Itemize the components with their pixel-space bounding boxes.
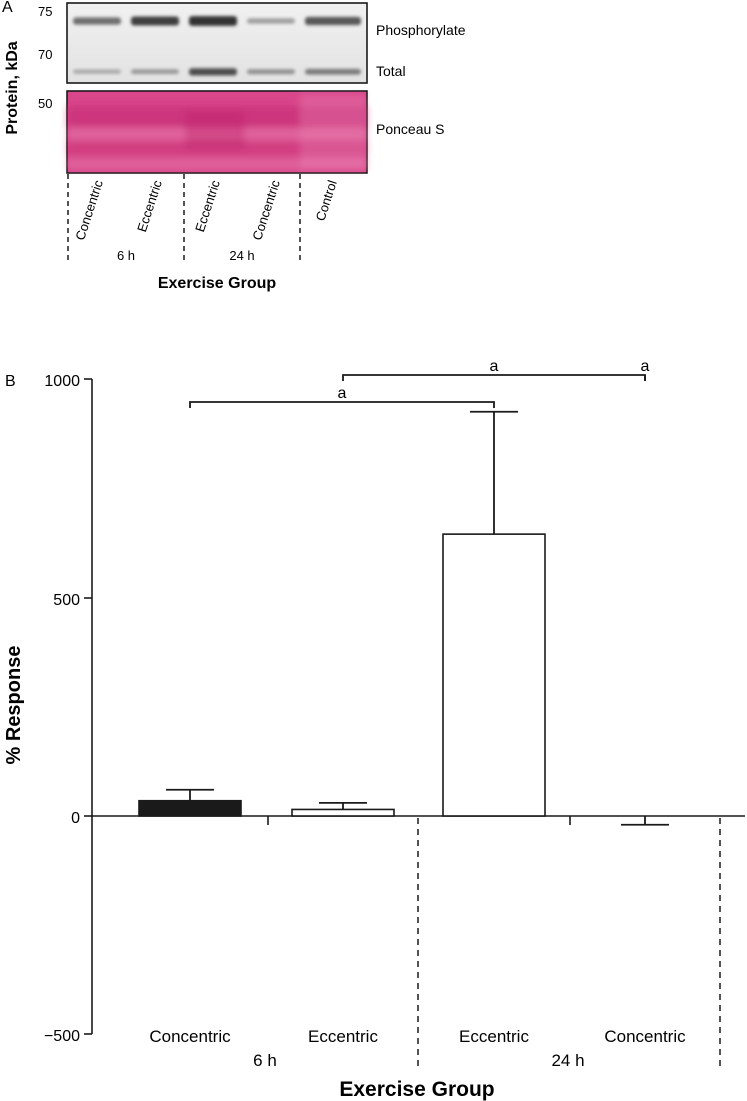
time-group-label-6h: 6 h <box>253 1051 277 1070</box>
lane-label-concentric-6h: Concentric <box>72 178 106 242</box>
x-tick-label-eccentric-24h: Eccentric <box>459 1027 529 1046</box>
panel-a-x-axis-label: Exercise Group <box>158 275 277 292</box>
total-band <box>305 68 361 75</box>
y-axis-label: % Response <box>3 646 25 765</box>
significance-label: a <box>641 358 650 375</box>
bar <box>138 799 242 817</box>
y-tick-label-500: 500 <box>53 592 80 609</box>
x-axis-label: Exercise Group <box>339 1078 494 1101</box>
panel-b: B % Response 1000 500 0 −500 a a a <box>3 358 745 1101</box>
time-group-separators <box>417 818 721 1066</box>
total-band <box>131 69 179 75</box>
band-label-phosphorylate: Phosphorylate <box>376 22 466 38</box>
bar <box>442 533 546 817</box>
significance-label: a <box>490 358 499 375</box>
ponceau-texture <box>67 94 367 170</box>
bar <box>291 808 395 817</box>
panel-b-letter: B <box>5 373 16 390</box>
panel-a-group-separators <box>67 174 301 262</box>
ponceau-stain <box>66 90 368 174</box>
panel-a: A Protein, kDa 75 70 50 Phosphoryl <box>2 0 466 292</box>
y-tick-label-0: 0 <box>71 810 80 827</box>
x-ticks <box>267 816 571 825</box>
mw-marker-50: 50 <box>38 96 52 111</box>
phospho-band <box>131 16 179 26</box>
band-label-ponceau: Ponceau S <box>376 121 445 137</box>
significance-brackets: a a a <box>189 358 650 408</box>
x-tick-label-concentric-24h: Concentric <box>604 1027 686 1046</box>
total-bands <box>73 68 361 76</box>
phospho-band <box>73 17 121 25</box>
total-band <box>189 68 237 76</box>
x-tick-label-concentric-6h: Concentric <box>149 1027 231 1046</box>
phospho-band <box>305 16 361 26</box>
phospho-band <box>247 18 295 24</box>
time-group-label-24h: 24 h <box>551 1051 584 1070</box>
panel-a-y-axis-label: Protein, kDa <box>4 41 21 134</box>
total-band <box>247 69 295 75</box>
significance-bracket <box>189 401 495 408</box>
lane-label-concentric-24h: Concentric <box>249 178 283 242</box>
y-ticks <box>84 378 92 1035</box>
band-label-total: Total <box>376 63 406 79</box>
y-tick-label-1000: 1000 <box>44 373 80 390</box>
lane-label-control: Control <box>313 178 340 223</box>
western-blot <box>66 2 368 84</box>
total-band <box>73 69 121 74</box>
significance-bracket <box>342 374 646 381</box>
significance-label: a <box>338 385 347 402</box>
lane-label-eccentric-6h: Eccentric <box>134 178 165 234</box>
mw-marker-75: 75 <box>38 4 52 19</box>
panel-a-time-24h: 24 h <box>229 248 254 263</box>
bars <box>138 410 669 826</box>
y-tick-label-minus-500: −500 <box>44 1028 80 1045</box>
x-tick-label-eccentric-6h: Eccentric <box>308 1027 378 1046</box>
mw-marker-70: 70 <box>38 47 52 62</box>
panel-a-letter: A <box>2 0 13 16</box>
phospho-bands <box>73 16 361 26</box>
phospho-band <box>189 16 237 26</box>
lane-label-eccentric-24h: Eccentric <box>192 178 223 234</box>
panel-a-time-6h: 6 h <box>117 248 135 263</box>
